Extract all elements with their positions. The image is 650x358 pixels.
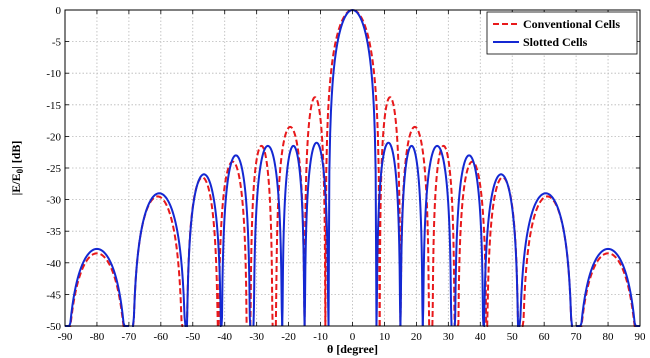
lobe-line [576, 247, 640, 327]
y-label-subscript: 0 [15, 168, 25, 173]
legend-box [486, 11, 638, 55]
x-tick-label: -60 [153, 331, 168, 343]
lobe-line [518, 192, 574, 327]
y-label-end: | [dB] [9, 141, 23, 169]
x-tick-label: 50 [507, 331, 519, 343]
y-tick-label: -10 [46, 68, 61, 80]
lobe-line [274, 125, 306, 327]
y-tick-label: -25 [46, 163, 61, 175]
y-tick-label: -15 [46, 100, 61, 112]
y-tick-label: -50 [46, 321, 61, 333]
y-tick-label: -5 [52, 37, 62, 49]
lobe-line [217, 160, 249, 327]
legend-entry: Slotted Cells [523, 35, 588, 49]
lobe-line [456, 160, 488, 327]
axis-ticks: -90 -80 -70 -60 -50 -40 -30 -20 -10 0 10 20 30 40 50 60… [46, 5, 646, 343]
y-axis-label: |E/E0| [dB] [9, 141, 25, 196]
x-tick-label: -70 [122, 331, 137, 343]
y-tick-label: 0 [56, 5, 62, 17]
x-tick-label: 40 [475, 331, 487, 343]
x-tick-label: 10 [379, 331, 391, 343]
y-tick-label: -35 [46, 226, 61, 238]
lobe-line [303, 141, 330, 327]
grid [65, 10, 640, 326]
lobe-line [483, 173, 520, 327]
lobe-line [431, 144, 456, 327]
legend-entry: Conventional Cells [523, 17, 620, 31]
y-tick-label: -20 [46, 131, 61, 143]
x-tick-label: 80 [603, 331, 615, 343]
y-label-main: |E/E [9, 173, 23, 195]
x-tick-label: -10 [313, 331, 328, 343]
series-curves [65, 8, 640, 327]
x-tick-label: 20 [411, 331, 423, 343]
lobe-line [281, 144, 306, 327]
x-tick-label: -30 [249, 331, 264, 343]
lobe-line [249, 144, 274, 327]
lobe-line [375, 141, 402, 327]
lobe-line [378, 96, 402, 327]
y-tick-label: -45 [46, 289, 61, 301]
lobe-line [421, 144, 453, 327]
x-tick-label: -50 [185, 331, 200, 343]
y-tick-label: -30 [46, 195, 61, 207]
x-tick-label: 90 [635, 331, 647, 343]
lobe-line [399, 125, 431, 327]
lobe-line [131, 195, 184, 327]
legend: Conventional Cells Slotted Cells [486, 11, 638, 55]
x-axis-label: θ [degree] [327, 342, 378, 356]
lobe-line [131, 192, 187, 327]
lobe-line [65, 247, 129, 327]
x-tick-label: -20 [281, 331, 296, 343]
lobe-line [252, 144, 284, 327]
x-tick-label: 70 [571, 331, 583, 343]
lobe-line [303, 96, 327, 327]
lobe-line [185, 173, 222, 327]
lobe-line [399, 144, 424, 327]
lobe-line [453, 154, 485, 327]
lobe-line [220, 154, 252, 327]
y-tick-label: -40 [46, 258, 61, 270]
x-tick-label: -40 [217, 331, 232, 343]
x-tick-label: -90 [58, 331, 73, 343]
x-tick-label: 0 [350, 331, 356, 343]
x-tick-label: 60 [539, 331, 551, 343]
lobe-line [521, 195, 574, 327]
x-tick-label: -80 [90, 331, 105, 343]
x-tick-label: 30 [443, 331, 455, 343]
